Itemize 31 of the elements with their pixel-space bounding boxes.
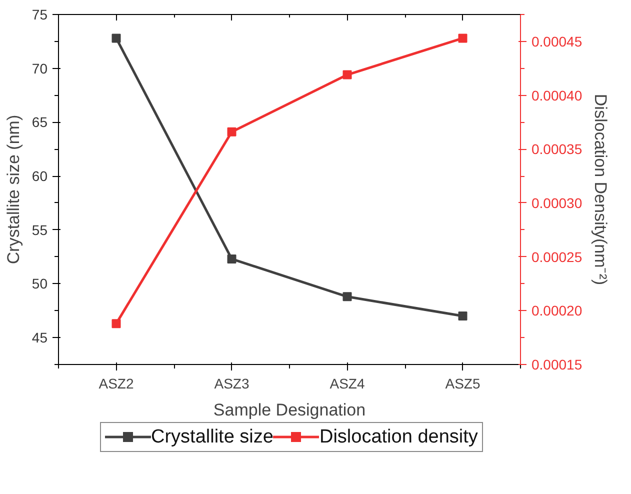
y-tick-label: 70 (32, 60, 48, 76)
point (342, 292, 352, 302)
y2-tick-label: 0.00020 (532, 302, 582, 319)
y-tick-label: 75 (32, 6, 48, 22)
y2-tick-label: 0.00035 (532, 141, 582, 158)
y-tick-label: 50 (32, 276, 48, 292)
y2-tick-label: 0.00025 (532, 248, 582, 265)
y2-axis-title: Dislocation Density(nm⁻²) (591, 94, 610, 286)
y-tick-label: 60 (32, 168, 48, 184)
point (342, 70, 352, 80)
x-axis-title: Sample Designation (213, 400, 366, 420)
legend-label: Crystallite size (151, 426, 274, 448)
y2-tick-label: 0.00030 (532, 194, 582, 211)
y-tick-label: 65 (32, 114, 48, 130)
point (227, 127, 236, 136)
x-tick-label: ASZ3 (214, 376, 250, 392)
y2-tick-label: 0.00045 (532, 33, 582, 50)
y-axis-title: Crystallite size (nm) (4, 114, 23, 264)
point (458, 34, 468, 43)
y2-tick-label: 0.00040 (532, 87, 582, 104)
point (112, 34, 121, 43)
point (112, 319, 121, 328)
legend-label: Dislocation density (319, 426, 478, 448)
x-tick-label: ASZ5 (445, 376, 480, 392)
y-tick-label: 45 (32, 330, 48, 346)
y-tick-label: 55 (32, 222, 48, 238)
x-tick-label: ASZ2 (98, 376, 134, 392)
point (227, 254, 236, 264)
x-tick-label: ASZ4 (330, 376, 365, 392)
y2-tick-label: 0.00015 (532, 356, 582, 372)
point (458, 312, 468, 321)
